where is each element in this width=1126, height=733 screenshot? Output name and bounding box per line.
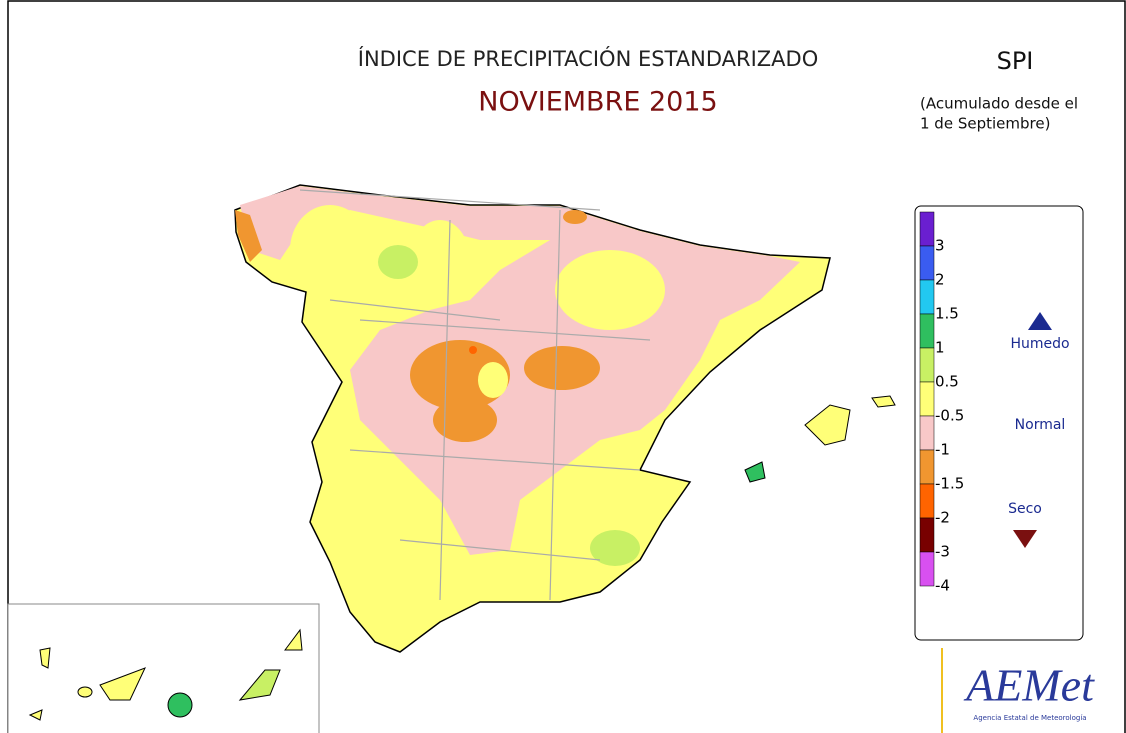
title: ÍNDICE DE PRECIPITACIÓN ESTANDARIZADO: [358, 46, 818, 71]
legend-swatch: [919, 313, 935, 349]
legend-label: 0.5: [935, 373, 959, 391]
dry-label: Seco: [1008, 501, 1042, 517]
subtitle: NOVIEMBRE 2015: [478, 87, 717, 118]
note: 1 de Septiembre): [920, 115, 1050, 133]
legend-label: 1: [935, 339, 945, 357]
legend-label: -4: [935, 577, 950, 595]
index-name: SPI: [997, 47, 1034, 75]
legend-swatch: [919, 347, 935, 383]
legend-swatch: [919, 483, 935, 519]
legend-swatch: [919, 415, 935, 451]
note: (Acumulado desde el: [920, 95, 1078, 113]
legend-label: 2: [935, 271, 945, 289]
canary-inset: [7, 603, 320, 733]
legend-swatch: [919, 551, 935, 587]
legend-label: 1.5: [935, 305, 959, 323]
logo: AEMet: [963, 660, 1095, 711]
legend-swatch: [919, 517, 935, 553]
normal-label: Normal: [1015, 417, 1066, 433]
peninsula: [234, 184, 831, 653]
balearic-islands: [744, 395, 896, 483]
legend-swatch: [919, 211, 935, 247]
legend-swatch: [919, 245, 935, 281]
legend-swatch: [919, 449, 935, 485]
wet-label: Humedo: [1010, 336, 1069, 352]
canary-islands: [28, 628, 303, 721]
legend-swatch: [919, 279, 935, 315]
logo-agency: Agencia Estatal de Meteorología: [973, 714, 1086, 722]
dry-arrow: [1013, 530, 1037, 548]
legend-label: -0.5: [935, 407, 964, 425]
legend-label: -3: [935, 543, 950, 561]
legend-label: -1.5: [935, 475, 964, 493]
wet-arrow: [1028, 312, 1052, 330]
legend-swatch: [919, 381, 935, 417]
legend-label: 3: [935, 237, 945, 255]
legend-label: -1: [935, 441, 950, 459]
legend-label: -2: [935, 509, 950, 527]
